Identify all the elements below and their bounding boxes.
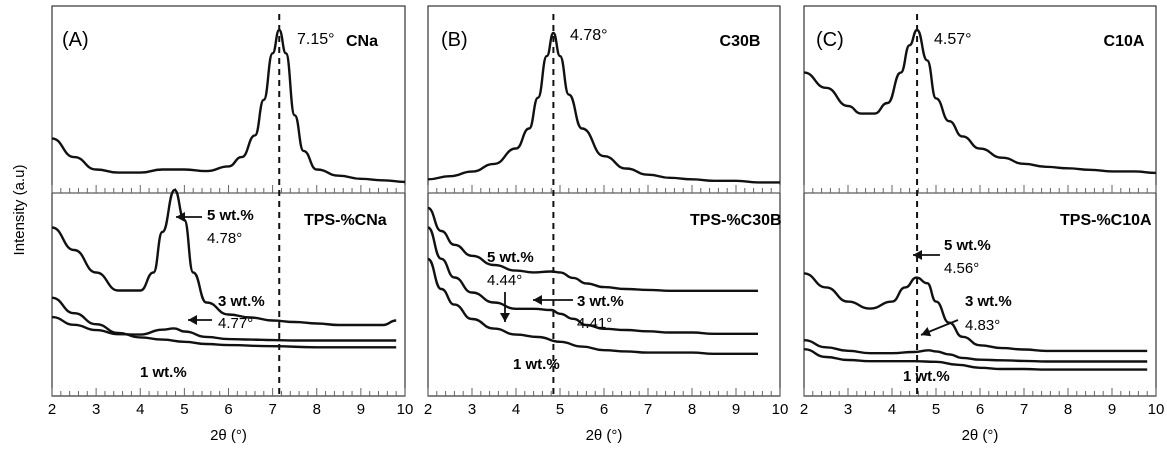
- series-line-cna: [51, 28, 406, 184]
- x-tick-label: 5: [932, 401, 940, 418]
- series-line-5-wt-: [51, 188, 397, 327]
- peak-position-label: 7.15°: [297, 31, 335, 48]
- annotation-arrow-head: [533, 295, 542, 305]
- annotation-arrow-head: [913, 250, 922, 260]
- bottom-sample-label: TPS-%C10A: [1060, 212, 1152, 229]
- x-tick-label: 2: [800, 401, 808, 418]
- panel-label: (B): [441, 29, 468, 51]
- x-tick-label: 2: [424, 401, 432, 418]
- x-tick-label: 4: [136, 401, 144, 418]
- panels: 2 3 4 5 6 7 8 9 10 2θ (°) (A) CNa TPS-%CNa 7.15° 5 wt.…: [48, 5, 1165, 444]
- series-line-1-wt-: [427, 257, 758, 356]
- x-tick-label: 6: [600, 401, 608, 418]
- x-axis-label: 2θ (°): [962, 427, 999, 444]
- peak-position-label: 4.57°: [934, 31, 972, 48]
- annotation-arrow-head: [188, 315, 197, 325]
- x-axis-label: 2θ (°): [586, 427, 623, 444]
- annotation-angle-label: 4.83°: [965, 317, 1000, 334]
- panel-label: (A): [62, 29, 89, 51]
- peak-position-label: 4.78°: [570, 27, 608, 44]
- x-tick-label: 8: [1064, 401, 1072, 418]
- x-tick-label: 9: [732, 401, 740, 418]
- series-line-c10a: [803, 28, 1157, 175]
- plot-frame: [51, 5, 406, 397]
- bottom-sample-label: TPS-%C30B: [690, 212, 782, 229]
- x-tick-label: 3: [92, 401, 100, 418]
- x-tick-label: 6: [976, 401, 984, 418]
- x-tick-label: 10: [1148, 401, 1165, 418]
- annotation-wt-label: 3 wt.%: [577, 293, 624, 310]
- x-tick-label: 10: [772, 401, 789, 418]
- top-sample-label: CNa: [346, 33, 378, 50]
- x-tick-label: 3: [844, 401, 852, 418]
- annotation-angle-label: 4.77°: [218, 315, 253, 332]
- series-line-3-wt-: [427, 226, 758, 336]
- x-tick-label: 4: [512, 401, 520, 418]
- x-tick-label: 8: [313, 401, 321, 418]
- annotation-wt-label: 5 wt.%: [207, 207, 254, 224]
- top-sample-label: C30B: [720, 33, 761, 50]
- annotation-angle-label: 4.44°: [487, 272, 522, 289]
- x-tick-label: 7: [268, 401, 276, 418]
- annotation-wt-label: 3 wt.%: [218, 293, 265, 310]
- bottom-sample-label: TPS-%CNa: [304, 212, 387, 229]
- series-line-5-wt-: [803, 272, 1148, 353]
- annotation-wt-label: 5 wt.%: [487, 249, 534, 266]
- x-tick-label: 9: [1108, 401, 1116, 418]
- x-tick-label: 3: [468, 401, 476, 418]
- y-axis-label: Intensity (a.u): [11, 165, 28, 256]
- series-line-c30b: [427, 31, 780, 184]
- annotation-wt-label: 5 wt.%: [944, 237, 991, 254]
- annotation-wt-label: 3 wt.%: [965, 293, 1012, 310]
- x-tick-label: 6: [224, 401, 232, 418]
- panel-2: 2 3 4 5 6 7 8 9 10 2θ (°) (B) C30B TPS-%C30B 4.78° 5 w…: [424, 5, 789, 444]
- series-line-5-wt-: [427, 206, 758, 292]
- series-line-1-wt-: [51, 296, 397, 349]
- x-tick-label: 4: [888, 401, 896, 418]
- x-tick-label: 2: [48, 401, 56, 418]
- x-tick-label: 10: [397, 401, 414, 418]
- panel-1: 2 3 4 5 6 7 8 9 10 2θ (°) (A) CNa TPS-%CNa 7.15° 5 wt.…: [48, 5, 414, 444]
- x-axis-label: 2θ (°): [210, 427, 247, 444]
- top-sample-label: C10A: [1104, 33, 1145, 50]
- annotation-arrow-head: [921, 327, 932, 337]
- annotation-wt-label: 1 wt.%: [140, 364, 187, 381]
- x-tick-label: 7: [1020, 401, 1028, 418]
- x-tick-label: 9: [357, 401, 365, 418]
- series-line-3-wt-: [51, 315, 397, 342]
- annotation-angle-label: 4.56°: [944, 260, 979, 277]
- plot-frame: [427, 5, 781, 397]
- x-tick-label: 8: [688, 401, 696, 418]
- annotation-wt-label: 1 wt.%: [513, 356, 560, 373]
- annotation-arrow-head: [500, 313, 510, 322]
- annotation-wt-label: 1 wt.%: [903, 368, 950, 385]
- annotation-angle-label: 4.41°: [577, 315, 612, 332]
- annotation-angle-label: 4.78°: [207, 230, 242, 247]
- series-line-1-wt-: [803, 348, 1148, 371]
- panel-3: 2 3 4 5 6 7 8 9 10 2θ (°) (C) C10A TPS-%C10A 4.57° 5 w…: [800, 5, 1165, 444]
- x-tick-label: 5: [180, 401, 188, 418]
- x-tick-label: 5: [556, 401, 564, 418]
- plot-frame: [803, 5, 1157, 397]
- series-line-3-wt-: [803, 339, 1148, 363]
- x-tick-label: 7: [644, 401, 652, 418]
- panel-label: (C): [816, 29, 844, 51]
- annotation-arrow-head: [176, 212, 185, 222]
